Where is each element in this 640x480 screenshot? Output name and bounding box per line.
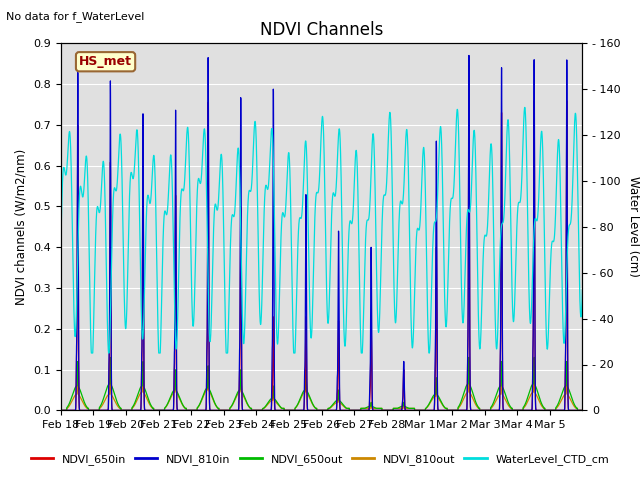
Y-axis label: Water Level (cm): Water Level (cm): [627, 176, 640, 277]
Y-axis label: NDVI channels (W/m2/nm): NDVI channels (W/m2/nm): [15, 149, 28, 305]
Text: HS_met: HS_met: [79, 55, 132, 68]
Text: No data for f_WaterLevel: No data for f_WaterLevel: [6, 11, 145, 22]
Title: NDVI Channels: NDVI Channels: [260, 21, 383, 39]
Legend: NDVI_650in, NDVI_810in, NDVI_650out, NDVI_810out, WaterLevel_CTD_cm: NDVI_650in, NDVI_810in, NDVI_650out, NDV…: [26, 450, 614, 469]
